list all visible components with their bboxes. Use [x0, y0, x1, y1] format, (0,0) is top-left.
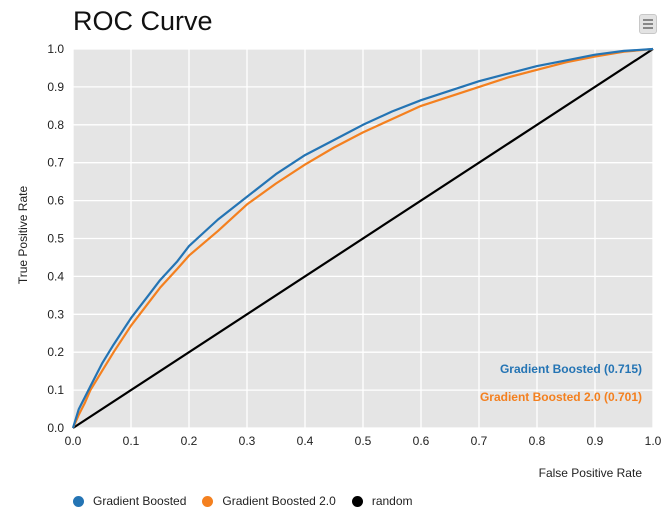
chart-title: ROC Curve [73, 6, 213, 36]
legend-item[interactable]: random [351, 494, 413, 508]
x-tick-label: 0.2 [181, 434, 198, 448]
legend-item[interactable]: Gradient Boosted 2.0 [202, 494, 336, 508]
x-tick-label: 0.6 [413, 434, 430, 448]
legend-label: Gradient Boosted 2.0 [222, 494, 336, 508]
x-tick-label: 0.3 [239, 434, 256, 448]
legend-label: random [371, 494, 413, 508]
series-line-gradient-boosted-2-0[interactable] [71, 47, 654, 429]
series-line-random[interactable] [72, 48, 654, 429]
x-tick-label: 1.0 [645, 434, 662, 448]
y-tick-label: 0.2 [47, 345, 64, 359]
legend-dot-icon [351, 495, 363, 507]
menu-icon[interactable] [639, 14, 657, 34]
auc-annotation: Gradient Boosted (0.715) [500, 362, 642, 376]
y-axis-label: True Positive Rate [16, 185, 30, 285]
x-tick-label: 0.0 [65, 434, 82, 448]
legend: Gradient Boosted Gradient Boosted 2.0 rand… [73, 494, 429, 508]
legend-dot-icon [73, 495, 84, 507]
y-tick-label: 0.4 [47, 269, 64, 283]
x-tick-label: 0.7 [471, 434, 488, 448]
auc-annotation-layer: Gradient Boosted (0.715) Gradient Boosted… [480, 362, 642, 404]
y-tick-label: 1.0 [47, 42, 64, 56]
x-tick-label: 0.8 [529, 434, 546, 448]
y-tick-label: 0.5 [47, 232, 64, 246]
series-layer [71, 47, 654, 429]
y-tick-label: 0.9 [47, 80, 64, 94]
y-tick-label: 0.3 [47, 307, 64, 321]
y-tick-label: 0.1 [47, 383, 64, 397]
x-tick-label: 0.1 [123, 434, 140, 448]
y-tick-label: 0.7 [47, 156, 64, 170]
grid-layer [72, 48, 654, 429]
x-tick-label: 0.5 [355, 434, 372, 448]
x-tick-label: 0.9 [587, 434, 604, 448]
legend-label: Gradient Boosted [93, 494, 187, 508]
x-tick-label: 0.4 [297, 434, 314, 448]
legend-item[interactable]: Gradient Boosted [73, 494, 186, 508]
y-tick-label: 0.8 [47, 118, 64, 132]
legend-dot-icon [202, 495, 214, 507]
x-axis-label: False Positive Rate [538, 466, 642, 480]
y-tick-label: 0.0 [47, 421, 64, 435]
series-line-gradient-boosted[interactable] [71, 47, 654, 429]
auc-annotation: Gradient Boosted 2.0 (0.701) [480, 390, 642, 404]
tick-layer: 0.0 0.1 0.2 0.3 0.4 0.5 0.6 0.7 0.8 0.9 1.0 0.0 0.1 0… [47, 42, 661, 448]
y-tick-label: 0.6 [47, 194, 64, 208]
